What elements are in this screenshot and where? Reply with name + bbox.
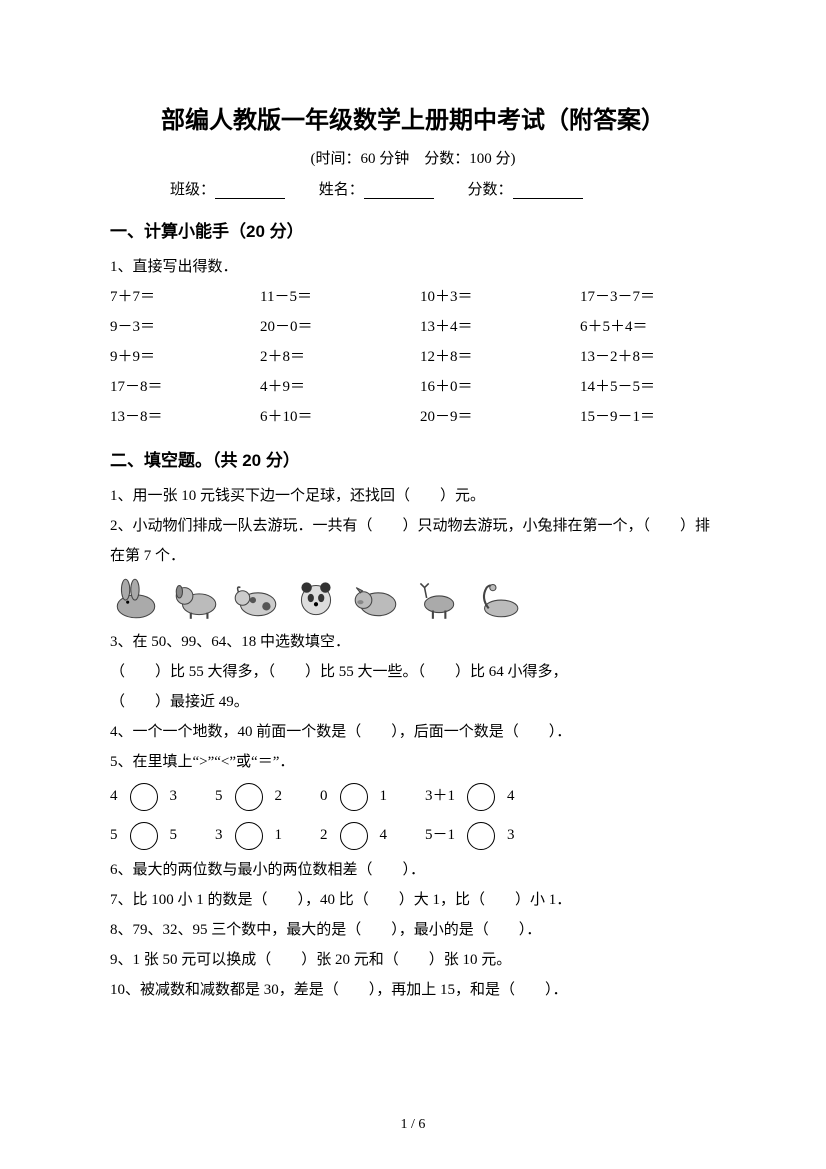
swan-icon	[470, 577, 522, 619]
cmp-val: 1	[380, 777, 388, 816]
class-label: 班级：	[170, 182, 215, 198]
cmp-val: 1	[275, 816, 283, 855]
section1-heading: 一、计算小能手（20 分）	[110, 217, 716, 242]
compare-circle	[235, 783, 263, 811]
calc-cell: 14＋5－5＝	[580, 372, 720, 402]
calc-cell: 10＋3＝	[420, 282, 580, 312]
cmp-val: 5	[170, 816, 178, 855]
section2-q1: 1、用一张 10 元钱买下边一个足球，还找回（ ）元。	[110, 481, 716, 511]
calc-cell: 20－9＝	[420, 402, 580, 432]
section2-q7: 7、比 100 小 1 的数是（ ），40 比（ ）大 1，比（ ）小 1．	[110, 885, 716, 915]
calc-cell: 4＋9＝	[260, 372, 420, 402]
section2-q3-line2: （ ）最接近 49。	[110, 687, 716, 717]
section2-q3-line1: （ ）比 55 大得多，（ ）比 55 大一些。（ ）比 64 小得多，	[110, 657, 716, 687]
section2-q2: 2、小动物们排成一队去游玩．一共有（ ）只动物去游玩，小兔排在第一个，（ ）排在…	[110, 511, 716, 571]
section2-q9: 9、1 张 50 元可以换成（ ）张 20 元和（ ）张 10 元。	[110, 945, 716, 975]
calc-cell: 9－3＝	[110, 312, 260, 342]
section2-heading: 二、填空题。（共 20 分）	[110, 446, 716, 471]
compare-row-1: 4 3 5 2 0 1 3＋1 4	[110, 777, 716, 816]
section2-q3-intro: 3、在 50、99、64、18 中选数填空．	[110, 627, 716, 657]
section2-q8: 8、79、32、95 三个数中，最大的是（ ），最小的是（ ）．	[110, 915, 716, 945]
animal-row	[110, 577, 716, 619]
cmp-val: 3	[215, 816, 223, 855]
compare-circle	[235, 822, 263, 850]
dog-icon	[170, 577, 222, 619]
cmp-val: 3＋1	[425, 777, 455, 816]
calc-cell: 6＋10＝	[260, 402, 420, 432]
calc-cell: 13－8＝	[110, 402, 260, 432]
compare-circle	[467, 783, 495, 811]
doc-title: 部编人教版一年级数学上册期中考试（附答案）	[110, 100, 716, 135]
cmp-val: 3	[170, 777, 178, 816]
section2-q10: 10、被减数和减数都是 30，差是（ ），再加上 15，和是（ ）．	[110, 975, 716, 1005]
doc-subtitle: (时间：60 分钟 分数：100 分)	[110, 147, 716, 168]
cmp-val: 3	[507, 816, 515, 855]
calc-cell: 17－3－7＝	[580, 282, 720, 312]
calc-cell: 13＋4＝	[420, 312, 580, 342]
class-blank	[215, 198, 285, 199]
calc-cell: 17－8＝	[110, 372, 260, 402]
cmp-val: 5－1	[425, 816, 455, 855]
compare-circle	[130, 783, 158, 811]
page-number: 1 / 6	[0, 1117, 826, 1133]
cmp-val: 2	[320, 816, 328, 855]
cmp-val: 5	[215, 777, 223, 816]
rabbit-icon	[110, 577, 162, 619]
score-label: 分数：	[468, 182, 513, 198]
cmp-val: 0	[320, 777, 328, 816]
section1-q1-label: 1、直接写出得数．	[110, 252, 716, 282]
calc-cell: 7＋7＝	[110, 282, 260, 312]
section2-q4: 4、一个一个地数，40 前面一个数是（ ），后面一个数是（ ）．	[110, 717, 716, 747]
calc-grid: 7＋7＝ 11－5＝ 10＋3＝ 17－3－7＝ 9－3＝ 20－0＝ 13＋4…	[110, 282, 716, 432]
calc-cell: 16＋0＝	[420, 372, 580, 402]
calc-cell: 20－0＝	[260, 312, 420, 342]
compare-row-2: 5 5 3 1 2 4 5－1 3	[110, 816, 716, 855]
calc-cell: 15－9－1＝	[580, 402, 720, 432]
calc-cell: 12＋8＝	[420, 342, 580, 372]
deer-icon	[410, 577, 462, 619]
compare-circle	[130, 822, 158, 850]
section2-q6: 6、最大的两位数与最小的两位数相差（ ）．	[110, 855, 716, 885]
cmp-val: 4	[507, 777, 515, 816]
cmp-val: 4	[110, 777, 118, 816]
calc-cell: 2＋8＝	[260, 342, 420, 372]
name-blank	[364, 198, 434, 199]
calc-cell: 11－5＝	[260, 282, 420, 312]
section2-q5-intro: 5、在里填上“>”“<”或“＝”．	[110, 747, 716, 777]
panda-icon	[290, 577, 342, 619]
cmp-val: 4	[380, 816, 388, 855]
cmp-val: 2	[275, 777, 283, 816]
name-label: 姓名：	[319, 182, 364, 198]
score-blank	[513, 198, 583, 199]
compare-circle	[340, 822, 368, 850]
compare-circle	[340, 783, 368, 811]
cow-icon	[230, 577, 282, 619]
calc-cell: 6＋5＋4＝	[580, 312, 720, 342]
pig-icon	[350, 577, 402, 619]
compare-circle	[467, 822, 495, 850]
cmp-val: 5	[110, 816, 118, 855]
calc-cell: 13－2＋8＝	[580, 342, 720, 372]
info-line: 班级： 姓名： 分数：	[110, 178, 716, 199]
calc-cell: 9＋9＝	[110, 342, 260, 372]
